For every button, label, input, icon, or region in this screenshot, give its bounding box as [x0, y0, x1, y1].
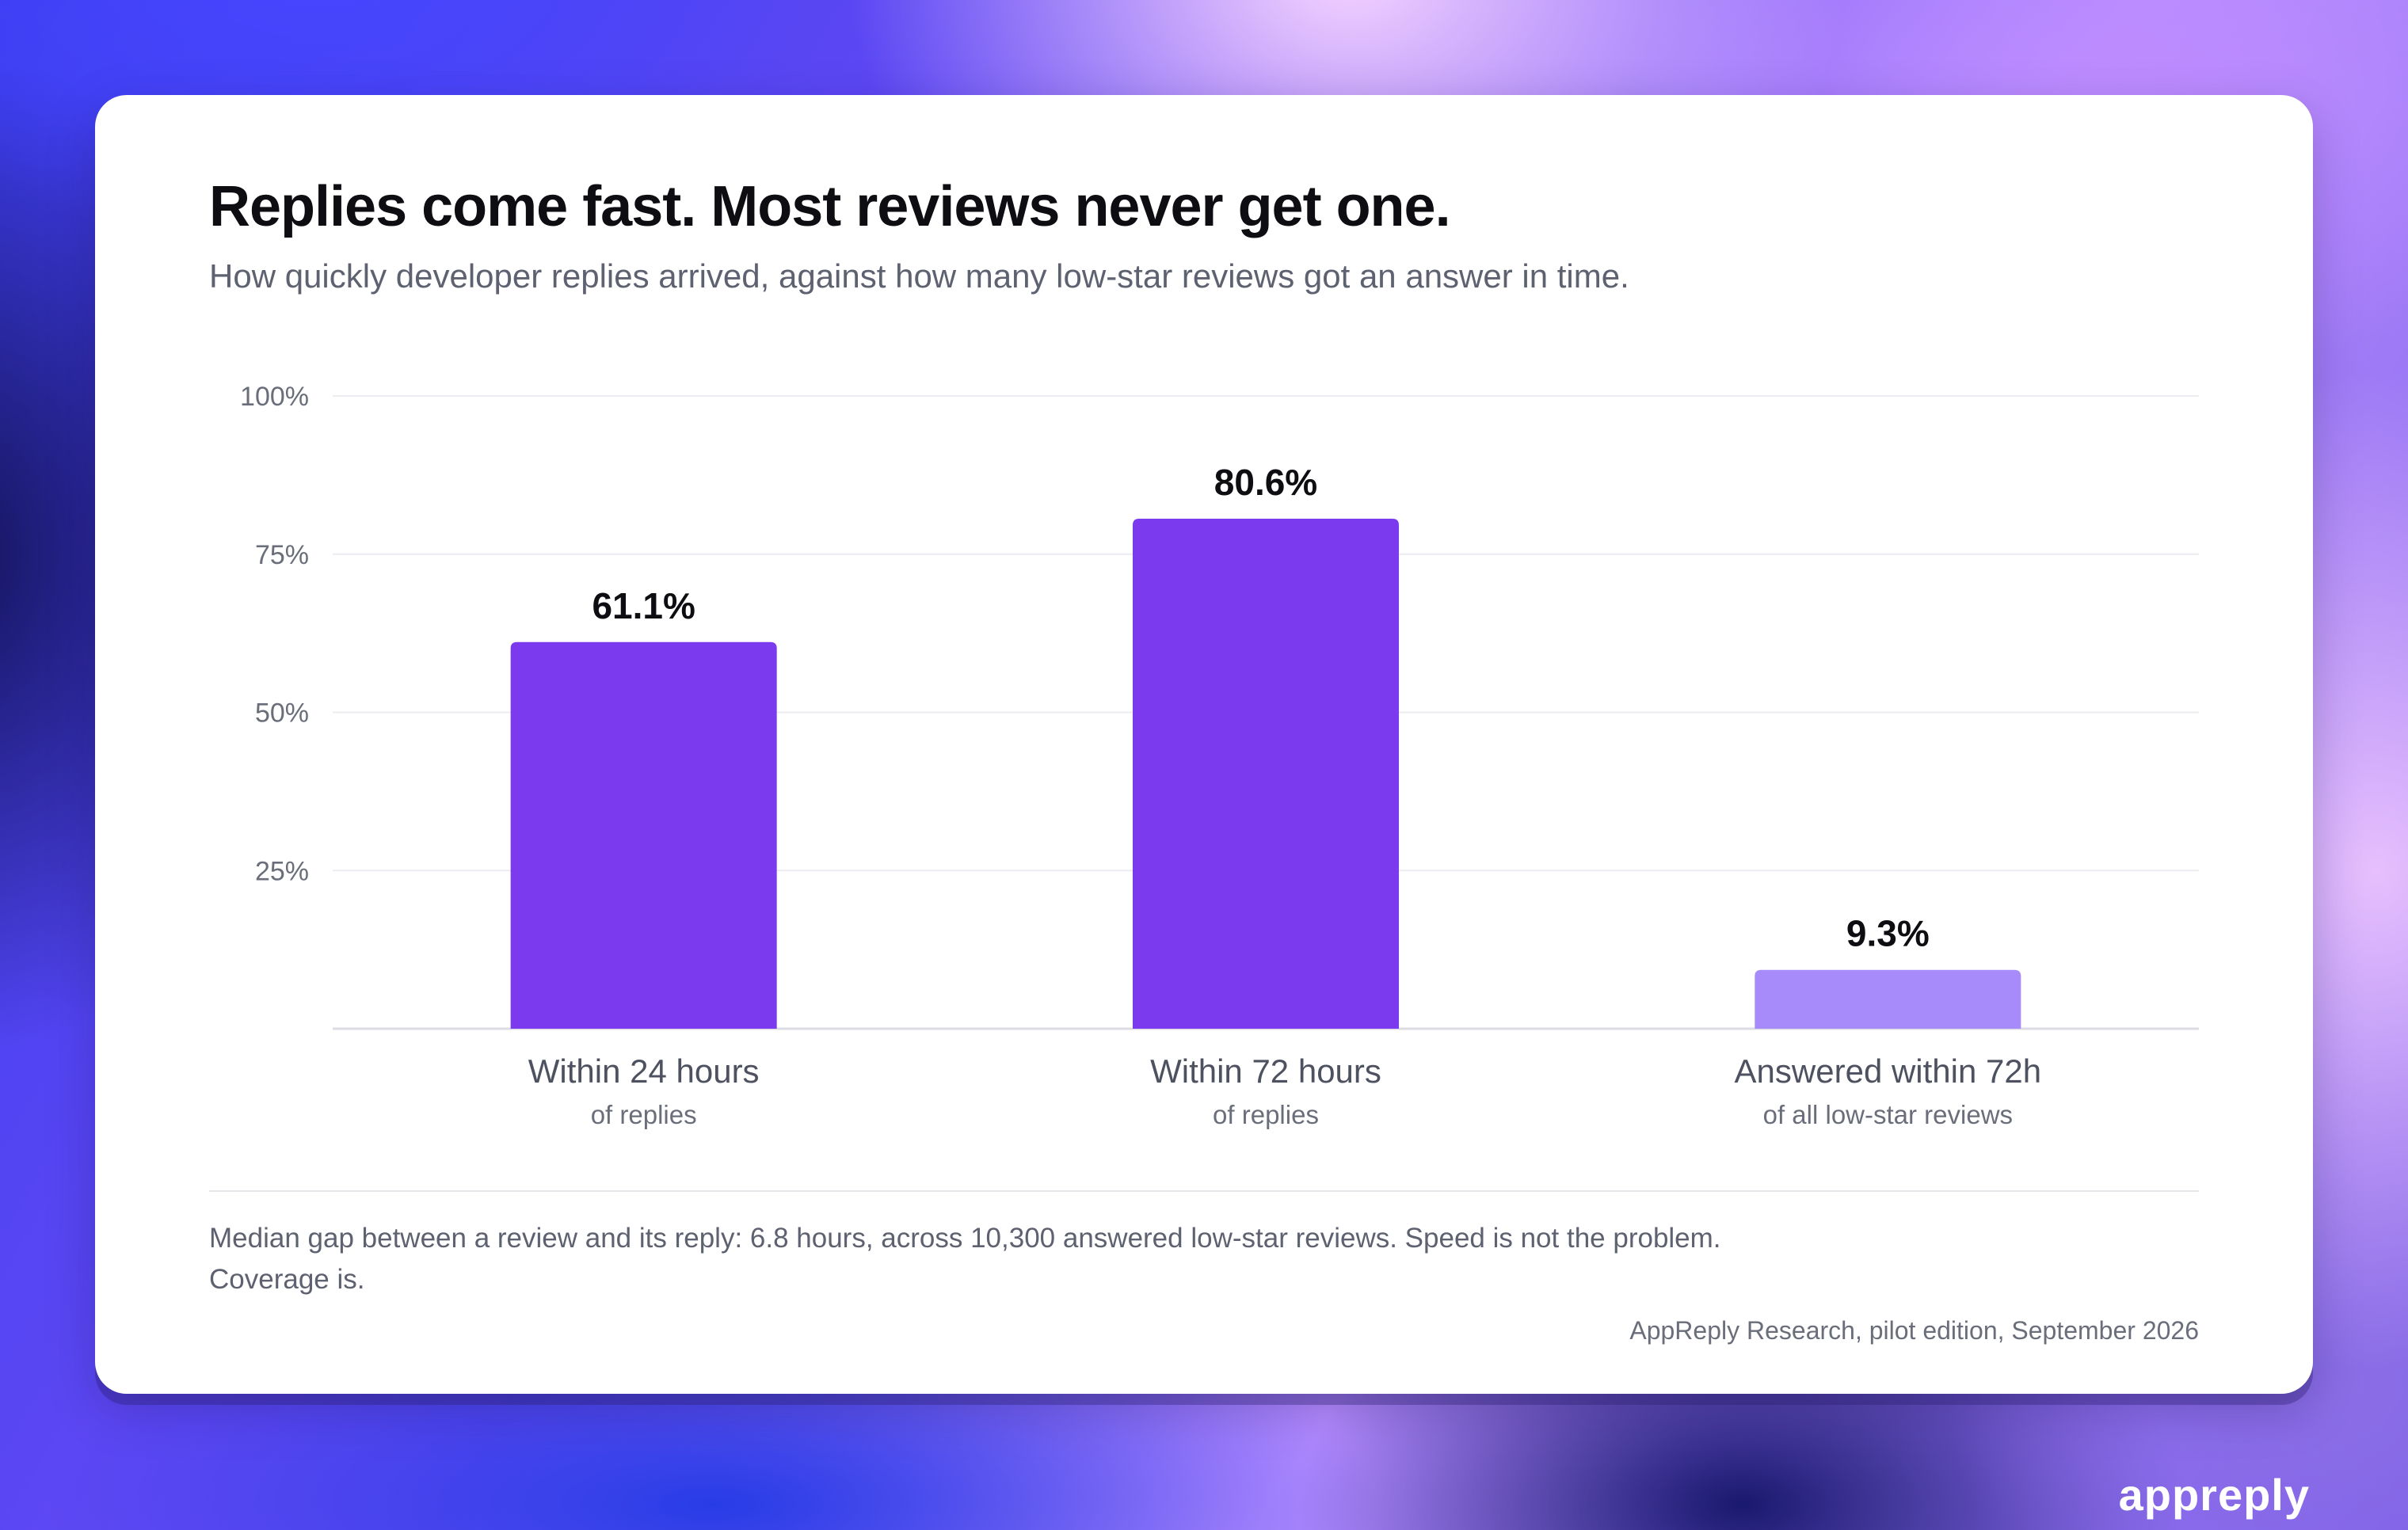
category-label: Answered within 72h — [1735, 1052, 2042, 1090]
brand-logo-text: appreply — [2118, 1470, 2310, 1520]
category-sublabel: of replies — [591, 1100, 697, 1129]
category-label: Within 72 hours — [1150, 1052, 1381, 1090]
labels: 25% 50% 75% 100% 61.1% Within 24 hours of repl… — [240, 382, 2041, 1129]
bar — [1133, 519, 1399, 1029]
bar-value-label: 9.3% — [1846, 913, 1930, 954]
y-tick-label: 100% — [240, 382, 309, 412]
bar-value-label: 61.1% — [592, 585, 695, 626]
category-sublabel: of replies — [1213, 1100, 1319, 1129]
bar — [1755, 969, 2021, 1029]
y-tick-label: 50% — [255, 698, 309, 729]
chart-card: Replies come fast. Most reviews never ge… — [95, 95, 2313, 1394]
bars — [510, 519, 2021, 1029]
bar-chart: 25% 50% 75% 100% 61.1% Within 24 hours of repl… — [240, 382, 2199, 1129]
chart-subtitle: How quickly developer replies arrived, a… — [209, 257, 1629, 295]
footnote: Median gap between a review and its repl… — [209, 1223, 1721, 1295]
y-tick-label: 25% — [255, 856, 309, 886]
bar — [510, 641, 777, 1029]
y-tick-label: 75% — [255, 540, 309, 570]
source-credit: AppReply Research, pilot edition, Septem… — [1629, 1316, 2199, 1345]
bar-value-label: 80.6% — [1214, 462, 1317, 503]
chart-title: Replies come fast. Most reviews never ge… — [209, 175, 1451, 238]
category-label: Within 24 hours — [528, 1052, 760, 1090]
footer-divider — [209, 1190, 2199, 1192]
category-sublabel: of all low-star reviews — [1763, 1100, 2013, 1129]
